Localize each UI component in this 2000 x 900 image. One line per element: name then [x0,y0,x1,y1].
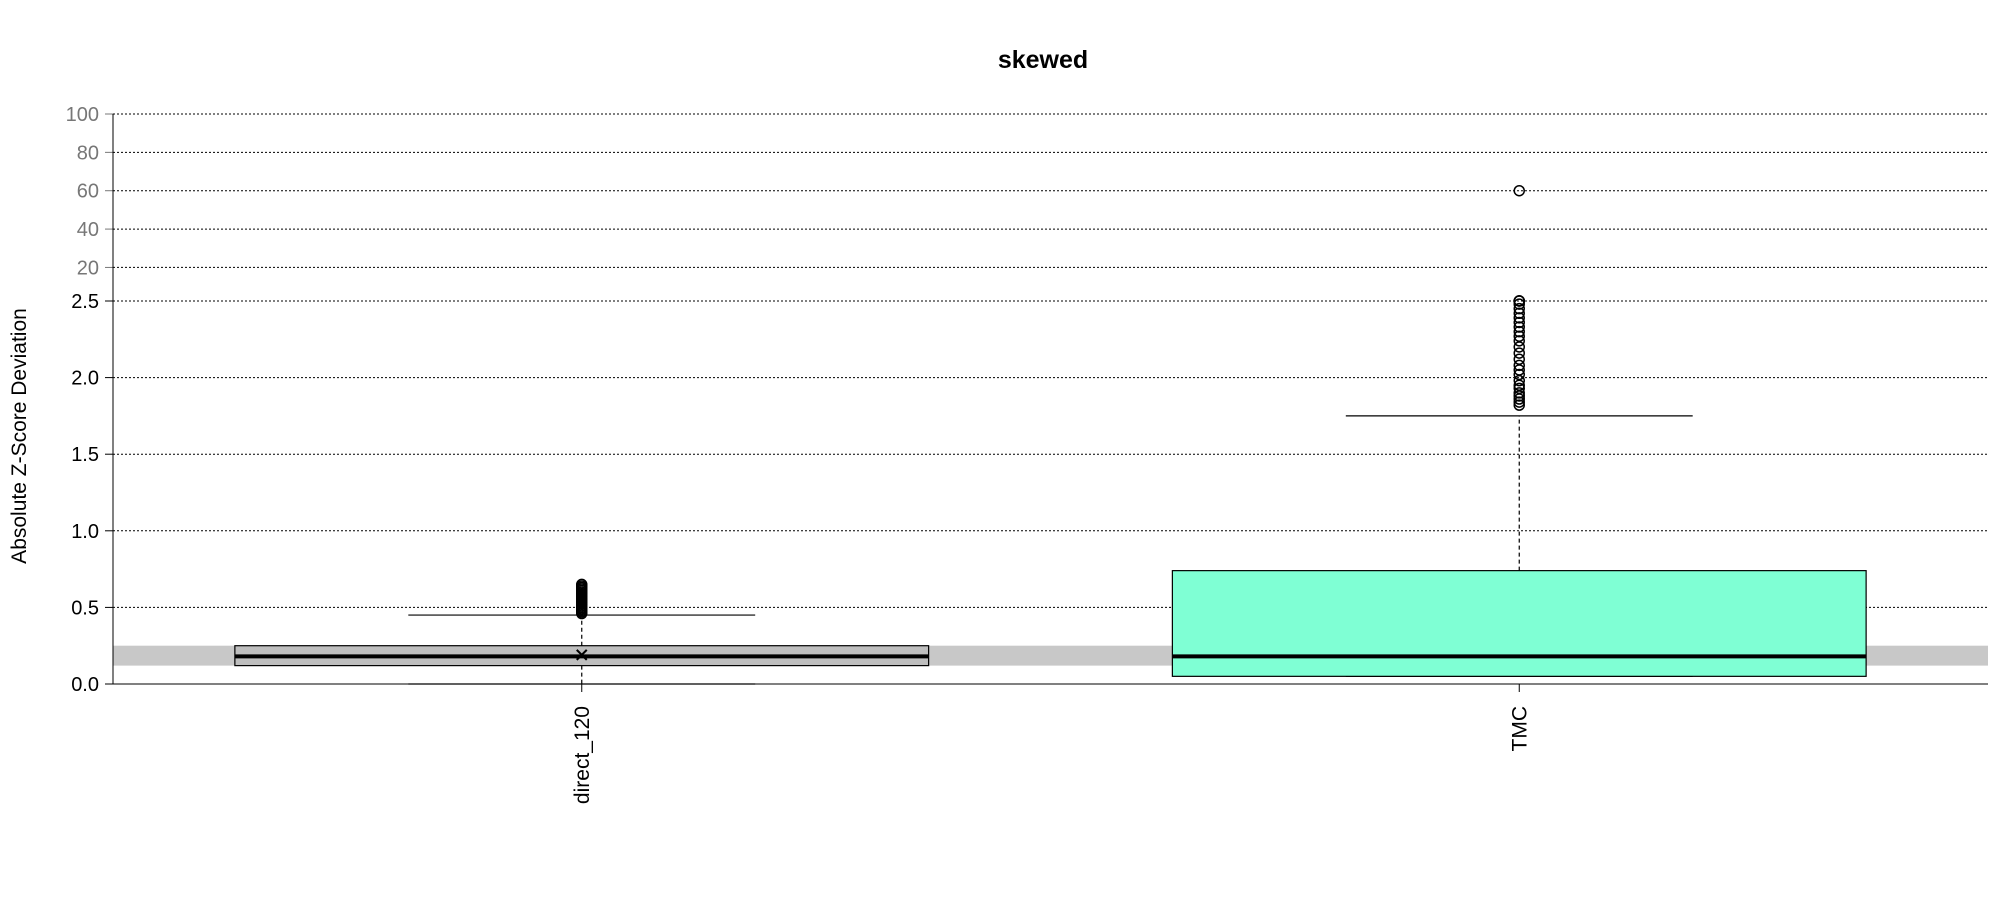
outlier-point [1513,396,1525,408]
y-tick-label: 0.5 [71,597,99,619]
chart-title: skewed [998,46,1088,74]
outlier-point [1513,295,1525,307]
y-tick-label: 2.0 [71,368,99,390]
outlier-point [1513,298,1525,310]
y-tick-label: 1.0 [71,521,99,543]
y-axis-label: Absolute Z-Score Deviation [8,308,31,564]
outlier-point [1513,184,1525,197]
outlier-point [1513,368,1525,381]
y-tick-label: 0.0 [71,674,99,696]
plot-area: 0.0 0.5 1.0 1.5 2.0 2.5 20 40 60 80 100 direct_120 T… [66,104,1988,804]
box-TMC [1171,570,1867,677]
outlier-point [1513,312,1525,324]
outlier-point [1513,353,1525,365]
outlier-point [1513,307,1525,320]
outlier-point [576,578,588,591]
y-tick-label: 60 [77,181,99,203]
y-tick-label: 20 [77,257,99,279]
outlier-point [1513,382,1525,395]
y-tick-label: 2.5 [71,291,99,313]
outlier-point [1513,387,1525,399]
outlier-point [1513,302,1525,315]
outlier-point [1513,399,1525,411]
x-tick-label: direct_120 [571,706,594,804]
x-tick-label: TMC [1508,706,1531,752]
outlier-point [1513,347,1525,359]
y-tick-label: 80 [77,142,99,164]
y-tick-label: 1.5 [71,444,99,466]
mean-marker [576,649,588,661]
outlier-point [1513,321,1525,333]
outlier-point [1513,316,1525,329]
outlier-point [1513,359,1525,372]
y-tick-label: 100 [66,104,99,126]
outlier-point [1513,330,1525,342]
y-tick-label: 40 [77,219,99,241]
outlier-point [1513,325,1525,338]
outlier-point [1513,335,1525,347]
